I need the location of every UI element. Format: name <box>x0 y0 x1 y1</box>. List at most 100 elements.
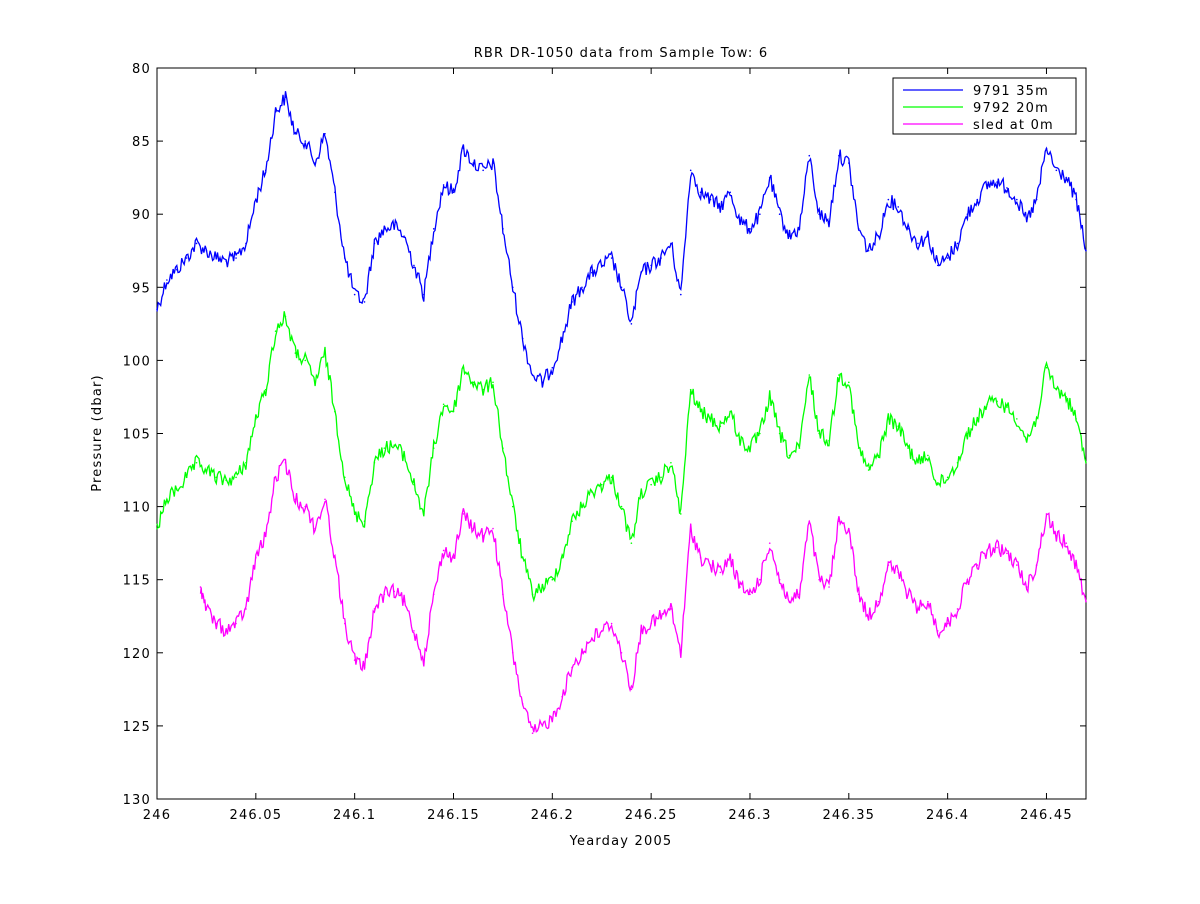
data-point <box>660 476 662 479</box>
data-point <box>531 593 534 596</box>
data-point <box>956 242 959 245</box>
data-point <box>788 600 791 603</box>
data-point <box>175 268 178 271</box>
data-point <box>778 213 781 215</box>
data-point <box>936 483 939 486</box>
data-point <box>215 257 218 259</box>
data-point <box>363 520 366 523</box>
data-point <box>897 206 900 208</box>
data-point <box>976 198 979 201</box>
data-point <box>264 535 267 537</box>
data-point <box>1035 564 1038 566</box>
data-point <box>531 374 534 376</box>
data-point <box>620 652 623 654</box>
data-point <box>670 608 672 610</box>
data-point <box>857 447 860 449</box>
data-point <box>255 418 257 420</box>
series-1 <box>156 311 1087 603</box>
data-point <box>1006 187 1008 189</box>
data-point <box>749 228 751 230</box>
data-point <box>857 228 860 230</box>
data-point <box>235 257 237 259</box>
data-point <box>274 476 277 479</box>
data-point <box>818 578 820 581</box>
data-point <box>729 410 732 413</box>
data-point <box>768 396 771 398</box>
data-point <box>1006 406 1008 408</box>
data-point <box>848 381 850 384</box>
data-point <box>284 461 287 464</box>
data-point <box>699 191 702 194</box>
data-point <box>225 479 227 482</box>
data-point <box>986 184 988 186</box>
data-point <box>304 359 307 362</box>
data-point <box>175 488 178 490</box>
data-point <box>205 249 208 252</box>
data-point <box>363 666 366 669</box>
data-point <box>650 622 652 625</box>
data-point <box>492 527 494 530</box>
data-point <box>927 235 929 237</box>
data-point <box>699 556 702 559</box>
data-point <box>462 513 465 515</box>
data-point <box>324 132 326 135</box>
data-point <box>689 527 692 530</box>
data-point <box>551 578 554 581</box>
data-point <box>867 249 870 252</box>
data-point <box>343 622 346 625</box>
data-point <box>719 425 722 427</box>
y-tick-label: 80 <box>132 62 151 77</box>
data-point <box>304 140 307 142</box>
series-line <box>199 458 1087 733</box>
data-point <box>749 447 751 449</box>
data-point <box>383 228 386 230</box>
y-tick-label: 100 <box>123 354 151 369</box>
data-point <box>442 549 445 552</box>
data-point <box>670 242 672 245</box>
data-point <box>472 527 475 530</box>
data-point <box>1016 198 1018 201</box>
data-point <box>334 410 336 413</box>
data-point <box>907 447 909 449</box>
data-point <box>432 228 435 230</box>
data-point <box>828 220 830 223</box>
data-point <box>798 593 801 596</box>
data-point <box>195 461 198 464</box>
data-point <box>314 527 316 530</box>
data-point <box>917 461 919 464</box>
data-point <box>1065 176 1068 179</box>
y-axis-label: Pressure (dbar) <box>90 374 105 492</box>
data-point <box>1025 440 1028 442</box>
data-point <box>996 546 998 549</box>
data-point <box>413 264 415 267</box>
legend-label: sled at 0m <box>973 118 1054 133</box>
data-point <box>610 476 613 479</box>
data-point <box>749 593 751 596</box>
data-point <box>521 337 524 340</box>
data-point <box>511 505 514 508</box>
data-point <box>679 513 682 515</box>
data-point <box>482 388 484 391</box>
data-point <box>739 220 741 223</box>
data-point <box>225 260 227 262</box>
data-point <box>699 410 702 413</box>
data-point <box>630 688 633 691</box>
data-point <box>1055 535 1058 537</box>
data-point <box>245 608 247 610</box>
y-tick-label: 115 <box>123 574 151 589</box>
data-point <box>452 191 455 194</box>
data-point <box>887 564 890 566</box>
data-point <box>1075 564 1077 566</box>
data-point <box>887 418 890 420</box>
data-point <box>709 198 712 201</box>
data-point <box>798 447 801 449</box>
data-point <box>502 228 504 230</box>
data-point <box>561 695 564 698</box>
data-point <box>343 257 346 259</box>
y-tick-label: 125 <box>123 720 151 735</box>
data-point <box>1045 513 1048 515</box>
data-point <box>857 593 860 596</box>
data-point <box>541 381 544 384</box>
x-tick-label: 246.2 <box>531 808 574 823</box>
